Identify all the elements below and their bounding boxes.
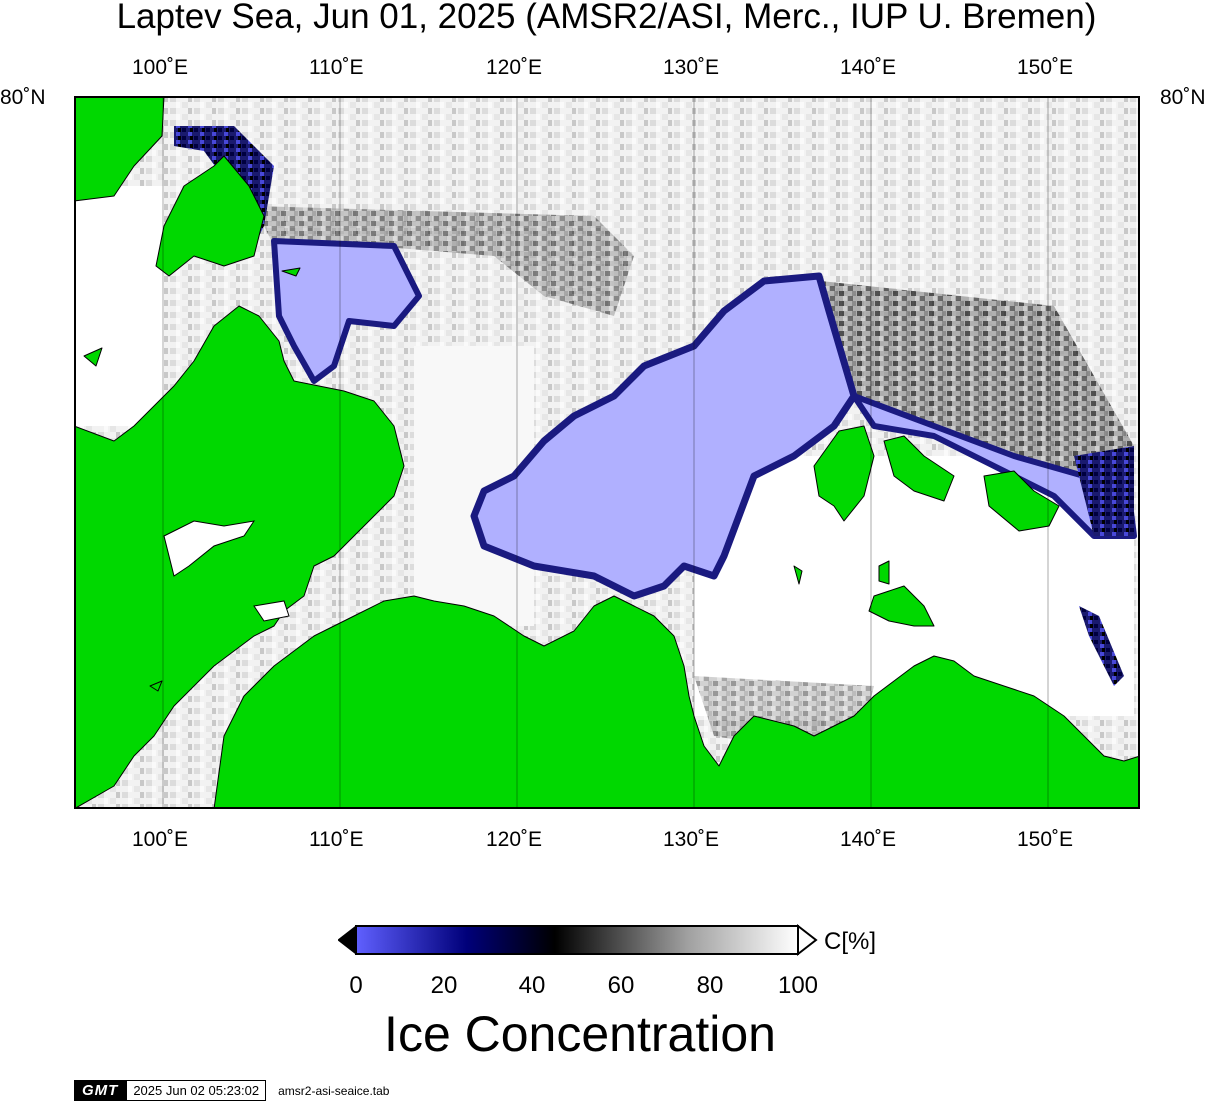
lon-label-bottom-140: 140˚E <box>840 828 897 851</box>
map-border <box>74 96 1140 809</box>
land-small-island-3 <box>793 565 803 585</box>
gmt-logo: GMT <box>74 1080 127 1101</box>
land-severnaya-zemlya <box>155 155 265 277</box>
lon-label-bottom-100: 100˚E <box>132 828 189 851</box>
stamp-filename: amsr2-asi-seaice.tab <box>278 1083 390 1098</box>
land <box>74 96 1140 809</box>
dense-ice-band-north <box>254 206 634 316</box>
stamp-time: 2025 Jun 02 05:23:02 <box>126 1080 267 1101</box>
meridians <box>162 96 1049 809</box>
lon-label-bottom-110: 110˚E <box>309 828 364 851</box>
lon-label-top-140: 140˚E <box>840 56 897 79</box>
lon-label-top-150: 150˚E <box>1017 56 1074 79</box>
land-bolshoy-lyakhovsky <box>868 585 935 627</box>
lon-label-top-110: 110˚E <box>309 56 364 79</box>
colorbar-tick-0: 0 <box>349 972 363 999</box>
lat-label-right: 80˚N <box>1160 86 1206 109</box>
lon-label-bottom-120: 120˚E <box>486 828 543 851</box>
colorbar-tick-40: 40 <box>518 972 546 999</box>
colorbar-gradient <box>355 925 799 955</box>
land-mainland-south <box>213 595 1140 809</box>
map-title: Laptev Sea, Jun 01, 2025 (AMSR2/ASI, Mer… <box>116 0 1097 36</box>
lon-label-top-100: 100˚E <box>132 56 189 79</box>
land-small-island-4 <box>878 560 890 585</box>
colorbar-title: Ice Concentration <box>384 1006 776 1062</box>
colorbar-unit: C[%] <box>824 928 877 955</box>
lon-label-bottom-150: 150˚E <box>1017 828 1074 851</box>
land-new-siberia-2 <box>983 470 1060 532</box>
land-lake-2 <box>253 600 290 622</box>
land-new-siberia-1 <box>883 435 955 502</box>
lat-label-left: 80˚N <box>0 86 46 109</box>
gmt-timestamp: GMT 2025 Jun 02 05:23:02 amsr2-asi-seaic… <box>74 1080 389 1101</box>
lon-label-top-130: 130˚E <box>663 56 720 79</box>
colorbar-over-arrow <box>797 923 818 957</box>
land-small-island-2 <box>83 347 103 367</box>
land-small-island-5 <box>149 680 163 692</box>
colorbar-tick-60: 60 <box>607 972 635 999</box>
sea-ice-map <box>74 96 1140 809</box>
land-severnaya-zemlya-west <box>74 96 165 202</box>
ice-edge-southeast <box>1079 606 1124 686</box>
land-lake-1 <box>163 520 256 577</box>
lon-label-bottom-130: 130˚E <box>663 828 720 851</box>
colorbar <box>337 922 818 962</box>
open-water-west <box>74 186 164 426</box>
colorbar-tick-100: 100 <box>777 972 819 999</box>
colorbar-under-arrow <box>337 924 357 956</box>
ice-edge-east <box>1074 446 1134 536</box>
land-small-island-1 <box>281 267 301 277</box>
polynya-central <box>470 272 858 600</box>
land-kotelny <box>813 425 875 522</box>
lon-label-top-120: 120˚E <box>486 56 543 79</box>
colorbar-tick-20: 20 <box>430 972 458 999</box>
polynya-west <box>271 238 422 384</box>
colorbar-tick-80: 80 <box>696 972 724 999</box>
